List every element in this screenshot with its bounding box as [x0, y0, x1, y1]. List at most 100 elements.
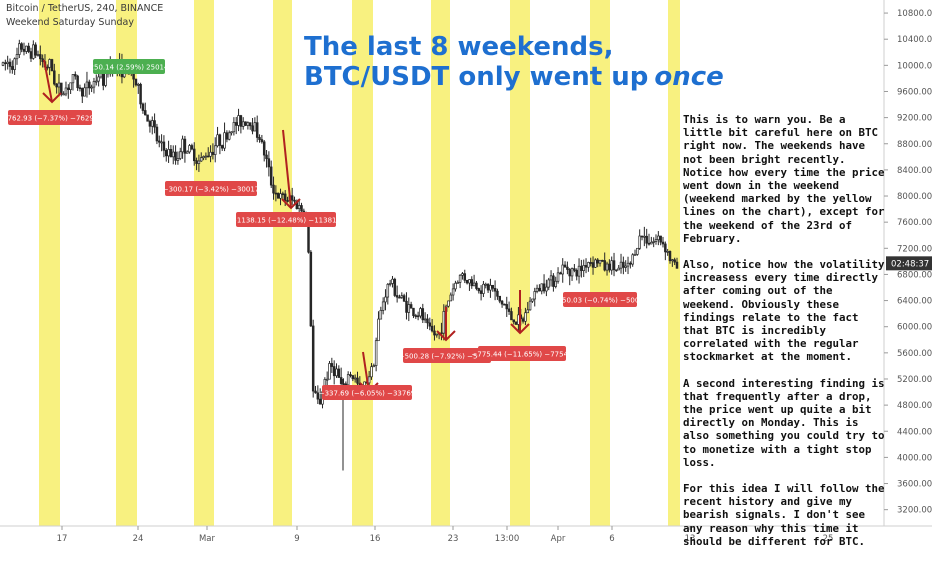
- candle-body: [372, 365, 376, 368]
- down-arrow-shaft: [282, 129, 292, 209]
- candle-body: [90, 86, 93, 89]
- time-tick-label: 9: [294, 534, 299, 544]
- candle-body: [13, 58, 16, 70]
- candle-body: [654, 239, 658, 242]
- candle-body: [50, 59, 54, 72]
- time-tick-label: 13: [685, 534, 696, 544]
- candle-body: [330, 363, 334, 367]
- candle-body: [526, 309, 529, 314]
- candle-body: [393, 278, 397, 296]
- measurement-label: −50.03 (−0.74%) −5003: [556, 292, 644, 307]
- candle-body: [178, 151, 182, 159]
- candle-body: [337, 368, 341, 378]
- candle-body: [197, 160, 201, 164]
- time-tick-label: Apr: [551, 534, 566, 544]
- candle-body: [626, 262, 630, 267]
- down-arrow-head: [42, 92, 62, 104]
- measurement-label-bg: [93, 59, 165, 74]
- measurement-label-text: −50.03 (−0.74%) −5003: [556, 297, 644, 305]
- price-tick-label: 5200.00: [897, 375, 932, 385]
- candle-body: [153, 120, 156, 128]
- candle-body: [388, 283, 392, 285]
- price-tick-label: 6800.00: [897, 270, 932, 280]
- candle-body: [377, 318, 380, 342]
- candle-body: [575, 269, 578, 277]
- commentary-paragraph-1: This is to warn you. Be a little bit car…: [683, 113, 885, 245]
- candle-body: [433, 330, 436, 336]
- candle-body: [218, 134, 222, 146]
- candle-body: [253, 122, 257, 132]
- measurement-label-text: −300.17 (−3.42%) −30017: [163, 186, 260, 194]
- candle-body: [102, 72, 105, 86]
- candle-body: [300, 205, 303, 212]
- time-tick-label: 23: [448, 534, 459, 544]
- candle-body: [652, 241, 655, 243]
- candle-body: [248, 122, 252, 127]
- candle-body: [15, 54, 19, 60]
- candle-body: [239, 115, 243, 127]
- commentary-paragraph-3: A second interesting finding is that fre…: [683, 376, 885, 469]
- candle-body: [496, 290, 499, 297]
- candle-body: [449, 294, 453, 302]
- candle-body: [181, 138, 184, 153]
- candle-body: [339, 377, 343, 384]
- candle-body: [573, 268, 576, 271]
- candle-body: [423, 318, 427, 321]
- measurement-label: −500.28 (−7.92%) −50028: [399, 348, 496, 363]
- candle-body: [414, 315, 418, 317]
- time-tick-label: 16: [370, 534, 381, 544]
- candle-body: [76, 75, 79, 89]
- candle-body: [615, 269, 618, 272]
- candle-body: [265, 154, 268, 160]
- price-tick-label: 8400.00: [897, 166, 932, 176]
- candle-body: [491, 284, 495, 289]
- candle-body: [570, 268, 574, 277]
- weekend-band: [668, 0, 680, 526]
- candle-body: [32, 44, 35, 59]
- candle-body: [470, 279, 474, 287]
- candle-body: [183, 138, 187, 154]
- candle-body: [507, 308, 511, 312]
- candle-body: [610, 260, 613, 271]
- candle-body: [174, 151, 177, 161]
- weekend-band: [273, 0, 292, 526]
- candle-body: [64, 87, 68, 95]
- candle-body: [477, 288, 481, 292]
- candle-body: [489, 284, 492, 291]
- weekend-band: [194, 0, 214, 526]
- candle-body: [8, 61, 12, 67]
- price-tick-label: 4000.00: [897, 453, 932, 463]
- candle-body: [6, 61, 9, 64]
- candle-body: [601, 259, 604, 262]
- measurement-label-text: −500.28 (−7.92%) −50028: [399, 353, 496, 361]
- candle-body: [274, 192, 278, 195]
- price-tick-label: 8000.00: [897, 192, 932, 202]
- candle-body: [367, 376, 371, 384]
- candle-body: [67, 87, 70, 90]
- candle-body: [297, 205, 301, 209]
- measurement-label-bg: [563, 292, 637, 307]
- candle-body: [402, 295, 406, 302]
- candle-body: [4, 62, 7, 65]
- candle-body: [556, 272, 560, 282]
- candle-body: [192, 148, 196, 162]
- commentary-paragraph-2: Also, notice how the volatility increase…: [683, 258, 885, 364]
- candle-body: [328, 363, 331, 380]
- candle-body: [81, 88, 84, 97]
- measurement-label-text: −1138.15 (−12.48%) −113815: [231, 217, 341, 225]
- candle-body: [255, 122, 259, 138]
- candle-body: [92, 81, 96, 88]
- candle-body: [48, 59, 51, 68]
- measurement-label: 250.14 (2.59%) 25014: [90, 59, 169, 74]
- candle-body: [39, 54, 42, 60]
- measurement-label-text: −762.93 (−7.37%) −76293: [2, 115, 99, 123]
- price-tick-label: 7600.00: [897, 218, 932, 228]
- price-tick-label: 10800.00: [897, 9, 932, 19]
- candle-body: [384, 296, 387, 303]
- candle-body: [88, 81, 91, 89]
- candle-body: [62, 93, 65, 96]
- candle-body: [528, 300, 532, 311]
- candle-body: [659, 235, 662, 243]
